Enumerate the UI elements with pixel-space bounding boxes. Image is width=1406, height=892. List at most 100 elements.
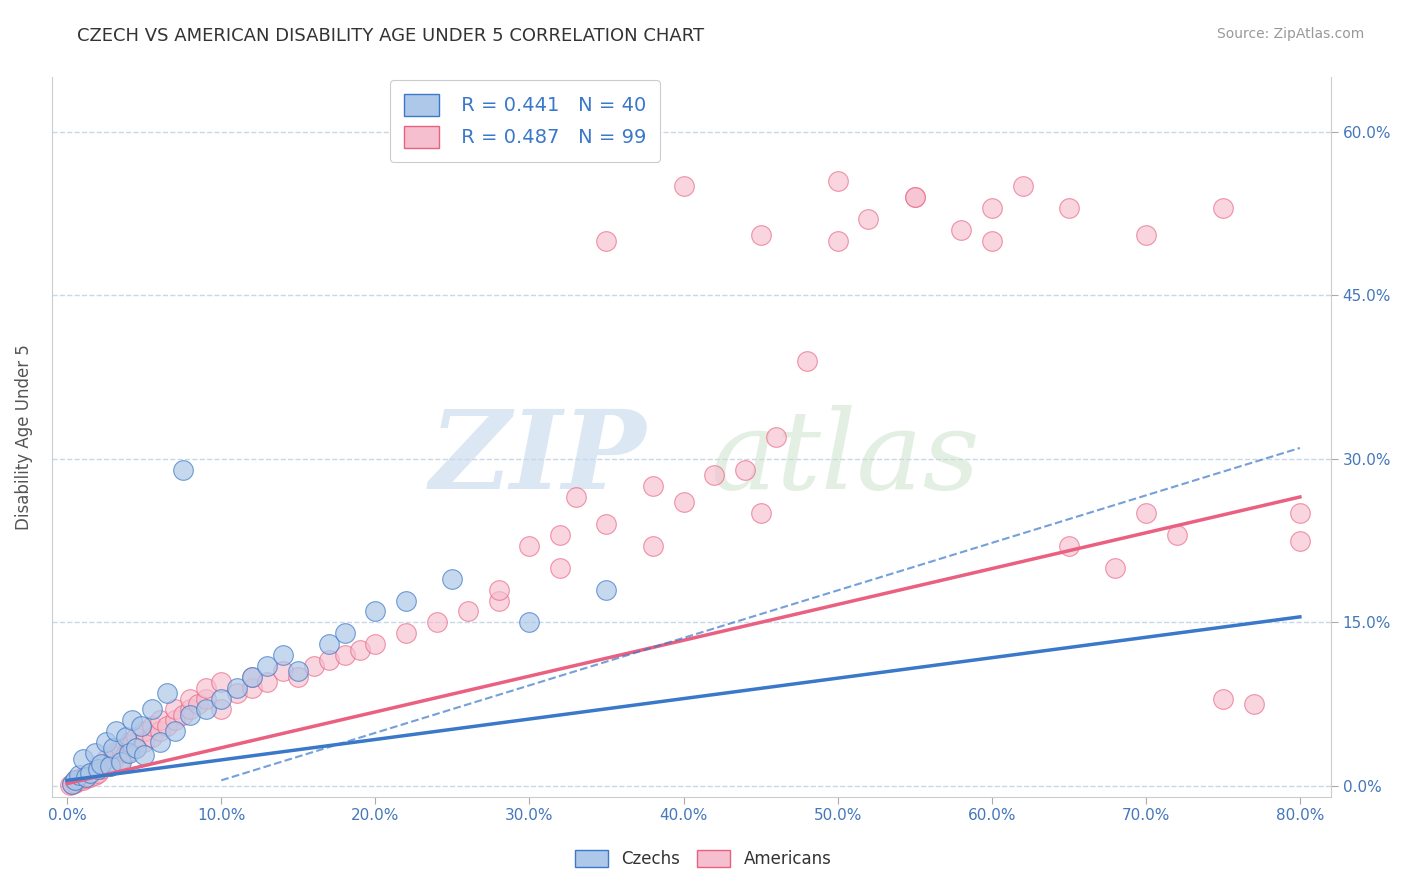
Point	[94, 756, 117, 771]
Point	[1057, 539, 1080, 553]
Point	[749, 506, 772, 520]
Point	[114, 730, 136, 744]
Point	[240, 670, 263, 684]
Point	[59, 778, 82, 792]
Point	[141, 730, 163, 744]
Point	[69, 768, 91, 782]
Point	[1243, 697, 1265, 711]
Point	[72, 751, 94, 765]
Point	[488, 582, 510, 597]
Point	[179, 708, 201, 723]
Point	[318, 637, 340, 651]
Point	[110, 740, 132, 755]
Point	[72, 773, 94, 788]
Point	[1166, 528, 1188, 542]
Point	[364, 637, 387, 651]
Point	[134, 748, 156, 763]
Point	[595, 582, 617, 597]
Point	[1212, 201, 1234, 215]
Point	[156, 719, 179, 733]
Point	[156, 686, 179, 700]
Point	[1011, 179, 1033, 194]
Point	[980, 234, 1002, 248]
Point	[129, 719, 152, 733]
Text: ZIP: ZIP	[429, 405, 647, 512]
Point	[333, 626, 356, 640]
Point	[209, 691, 232, 706]
Point	[548, 528, 571, 542]
Point	[426, 615, 449, 630]
Point	[149, 724, 172, 739]
Point	[94, 751, 117, 765]
Point	[827, 174, 849, 188]
Point	[83, 746, 105, 760]
Point	[333, 648, 356, 662]
Point	[121, 737, 143, 751]
Point	[287, 665, 309, 679]
Point	[641, 479, 664, 493]
Point	[163, 702, 186, 716]
Point	[172, 463, 194, 477]
Point	[98, 759, 121, 773]
Point	[60, 776, 83, 790]
Point	[287, 670, 309, 684]
Point	[595, 234, 617, 248]
Point	[103, 740, 125, 755]
Point	[395, 626, 418, 640]
Point	[1289, 533, 1312, 548]
Point	[1057, 201, 1080, 215]
Point	[488, 593, 510, 607]
Point	[118, 744, 141, 758]
Point	[63, 773, 86, 788]
Point	[79, 765, 101, 780]
Point	[858, 212, 880, 227]
Legend:  R = 0.441   N = 40,  R = 0.487   N = 99: R = 0.441 N = 40, R = 0.487 N = 99	[391, 80, 659, 161]
Point	[163, 714, 186, 728]
Point	[134, 724, 156, 739]
Point	[121, 714, 143, 728]
Point	[904, 190, 927, 204]
Point	[734, 463, 756, 477]
Point	[256, 675, 278, 690]
Point	[225, 681, 247, 695]
Point	[564, 490, 586, 504]
Point	[827, 234, 849, 248]
Point	[76, 768, 98, 782]
Point	[1104, 561, 1126, 575]
Point	[672, 179, 695, 194]
Point	[271, 665, 294, 679]
Point	[83, 768, 105, 782]
Point	[69, 772, 91, 787]
Point	[87, 759, 110, 773]
Point	[94, 735, 117, 749]
Point	[187, 697, 209, 711]
Point	[63, 775, 86, 789]
Point	[72, 770, 94, 784]
Point	[796, 353, 818, 368]
Point	[114, 746, 136, 760]
Point	[141, 702, 163, 716]
Point	[90, 763, 112, 777]
Point	[60, 776, 83, 790]
Point	[149, 735, 172, 749]
Point	[105, 724, 128, 739]
Point	[1135, 506, 1157, 520]
Point	[980, 201, 1002, 215]
Point	[75, 770, 97, 784]
Point	[179, 691, 201, 706]
Point	[75, 771, 97, 785]
Point	[90, 756, 112, 771]
Point	[364, 604, 387, 618]
Point	[125, 730, 148, 744]
Point	[105, 748, 128, 763]
Point	[209, 702, 232, 716]
Point	[240, 681, 263, 695]
Point	[87, 763, 110, 777]
Point	[672, 495, 695, 509]
Point	[395, 593, 418, 607]
Point	[194, 702, 217, 716]
Point	[179, 702, 201, 716]
Point	[118, 746, 141, 760]
Text: CZECH VS AMERICAN DISABILITY AGE UNDER 5 CORRELATION CHART: CZECH VS AMERICAN DISABILITY AGE UNDER 5…	[77, 27, 704, 45]
Point	[110, 751, 132, 765]
